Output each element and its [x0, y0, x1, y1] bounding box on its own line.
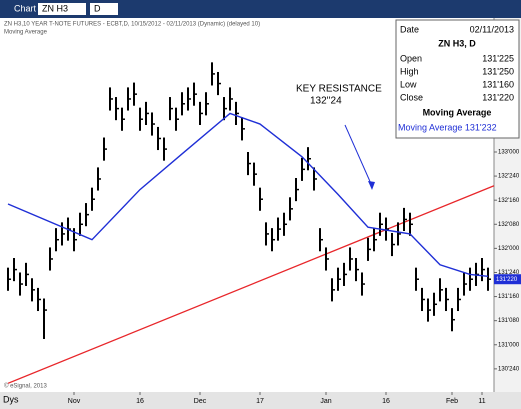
y-tick-label: 132'160	[498, 198, 520, 204]
x-tick-label: Jan	[320, 398, 331, 405]
window-title: Chart	[14, 3, 37, 13]
info-box: Date 02/11/2013 ZN H3, D Open 131'225 Hi…	[395, 19, 520, 139]
chart-subtitle: ZN H3,10 YEAR T-NOTE FUTURES - ECBT,D, 1…	[4, 22, 260, 28]
study-label: Moving Average	[4, 30, 48, 36]
info-study: Moving Average	[423, 107, 492, 117]
x-tick-label: 17	[256, 398, 264, 405]
symbol-input[interactable]	[38, 3, 86, 15]
info-study-row: Moving Average 131'232	[398, 122, 497, 132]
annotation: 132''24	[310, 96, 342, 107]
info-value: 131'160	[482, 79, 514, 89]
info-value: 131'220	[482, 92, 514, 102]
x-tick-label: 11	[478, 398, 485, 405]
info-symbol: ZN H3, D	[438, 38, 476, 48]
interval-input[interactable]	[90, 3, 118, 15]
copyright: © eSignal, 2013	[4, 383, 47, 390]
y-tick-label: 131'080	[498, 318, 520, 324]
info-label: High	[400, 66, 419, 76]
title-bar	[0, 0, 521, 18]
annotation-arrow	[344, 124, 373, 187]
x-tick-label: Nov	[68, 398, 81, 405]
x-axis-label: Dys	[3, 394, 19, 404]
y-tick-label: 131'000	[498, 342, 520, 348]
last-price-box	[494, 274, 521, 285]
x-tick-label: Dec	[194, 398, 207, 405]
info-label: Date	[400, 24, 419, 34]
y-tick-label: 131'240	[498, 270, 520, 276]
x-tick-label: 16	[382, 398, 390, 405]
y-tick-label: 131'160	[498, 294, 520, 300]
info-label: Close	[400, 92, 423, 102]
y-tick-label: 132'080	[498, 222, 520, 228]
symbol-text: ZN H3	[42, 3, 68, 13]
info-value: 02/11/2013	[470, 24, 514, 34]
y-tick-label: 132'240	[498, 174, 520, 180]
info-label: Open	[400, 53, 422, 63]
info-bg	[395, 19, 520, 139]
x-tick-label: 16	[136, 398, 144, 405]
x-tick-label: Feb	[446, 398, 458, 405]
arrow-head	[368, 181, 375, 190]
interval-text: D	[94, 3, 101, 13]
trendline	[7, 185, 495, 384]
last-price-label: 131'220	[496, 277, 518, 283]
info-value: 131'225	[482, 53, 514, 63]
moving-average	[7, 112, 489, 278]
y-tick-label: 132'000	[498, 246, 520, 252]
time-axis	[0, 392, 521, 409]
y-tick-label: 133'000	[498, 150, 520, 156]
annotation: KEY RESISTANCE	[296, 84, 382, 95]
info-label: Low	[400, 79, 417, 89]
y-tick-label: 130'240	[498, 366, 520, 372]
info-value: 131'250	[482, 66, 514, 76]
